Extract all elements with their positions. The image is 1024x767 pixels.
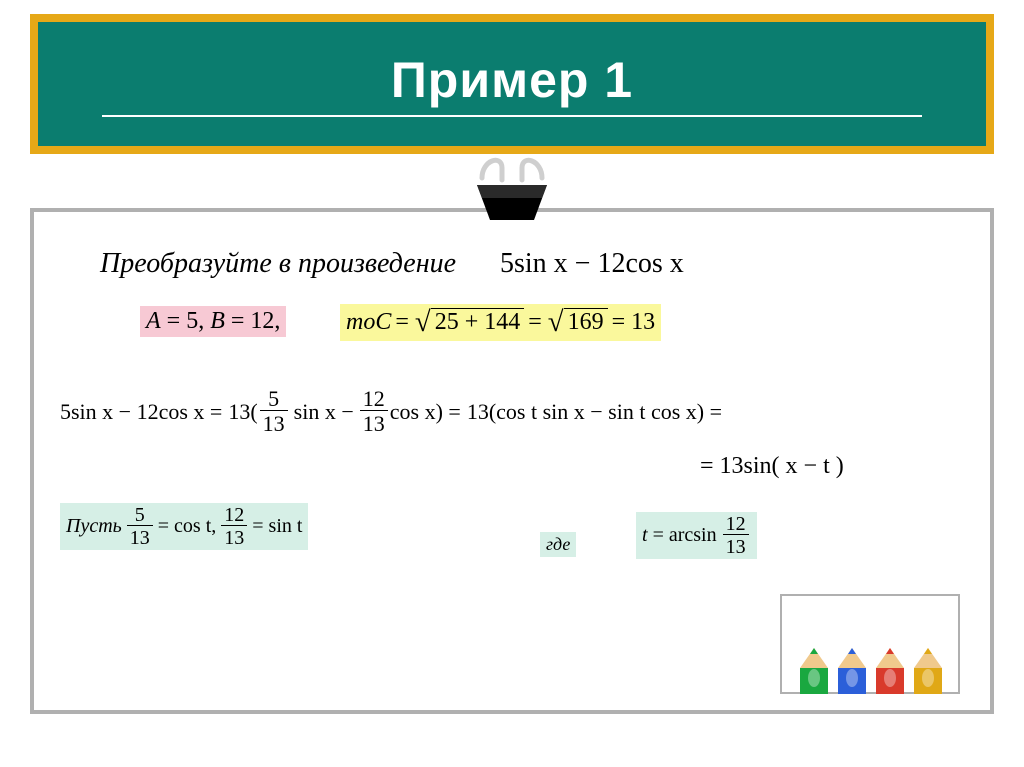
prompt-text: Преобразуйте в произведение <box>100 248 456 280</box>
pencils-icon <box>780 594 960 694</box>
where-expression: t = arcsin 1213 <box>636 512 757 559</box>
main-equation: 5sin x − 12cos x = 13( 513 sin x − 1213 … <box>60 388 722 435</box>
prompt-expression: 5sin x − 12cos x <box>500 248 684 280</box>
equation-result: = 13sin( x − t ) <box>700 453 844 480</box>
given-c: тоC = √25 + 144 = √169 = 13 <box>340 304 661 341</box>
let-substitution: Пусть 513 = cos t, 1213 = sin t <box>60 503 308 550</box>
given-ab: A = 5, B = 12, <box>140 306 286 337</box>
where-label: где <box>540 532 576 557</box>
title-underline <box>102 115 922 117</box>
page-title: Пример 1 <box>391 51 633 109</box>
title-banner: Пример 1 <box>30 14 994 154</box>
binder-clip-icon <box>462 150 562 228</box>
content-area: Преобразуйте в произведение 5sin x − 12c… <box>60 228 970 698</box>
